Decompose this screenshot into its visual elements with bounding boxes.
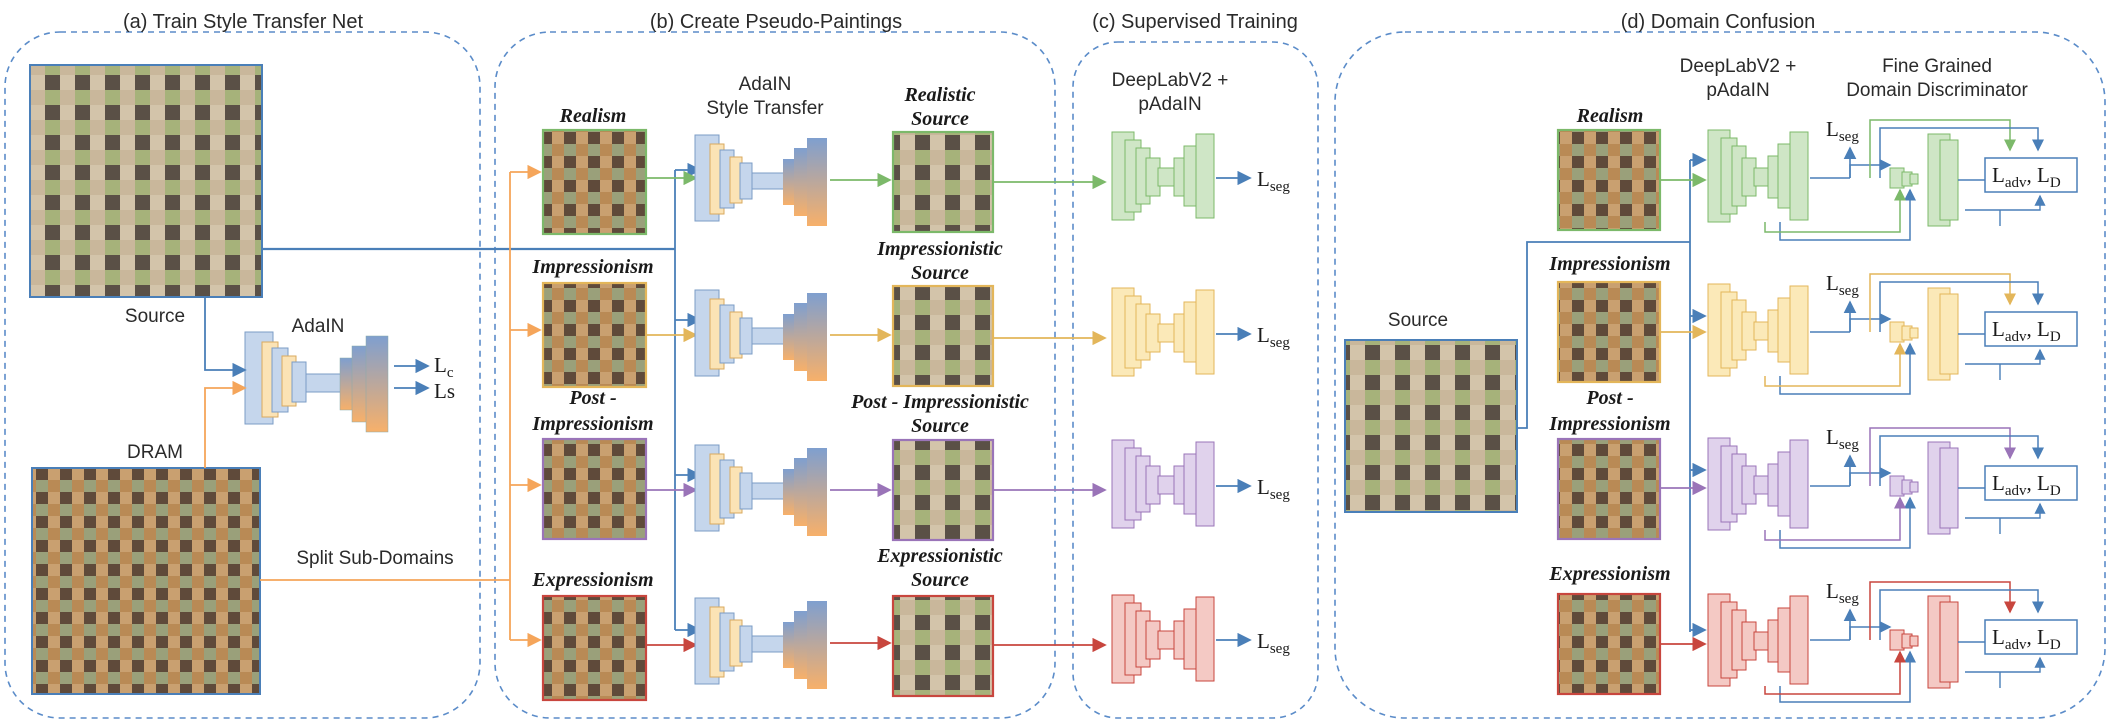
loss-lc: Lc xyxy=(434,353,454,381)
dram-to-adain-arrow xyxy=(204,380,247,468)
d-realism-thumbnail xyxy=(1556,128,1662,232)
svg-text:Ladv, LD: Ladv, LD xyxy=(1992,471,2061,499)
adain-style-transfer-title-1: AdaIN xyxy=(739,74,792,95)
deeplab-network-impressionism xyxy=(1111,287,1215,377)
d-impressionism-thumbnail xyxy=(1556,280,1662,384)
panel-c-title: (c) Supervised Training xyxy=(1092,11,1298,33)
d-lseg-realism: Lseg xyxy=(1826,117,1859,145)
impressionism-thumbnail xyxy=(541,281,648,389)
adain-label: AdaIN xyxy=(292,316,345,337)
adain-network-post-impressionism xyxy=(694,444,827,536)
panel-d-frame xyxy=(1334,31,2106,719)
adain-network-expressionism xyxy=(694,597,827,689)
dram-label: DRAM xyxy=(127,442,183,463)
adain-network-impressionism xyxy=(694,289,827,381)
source-to-adain-arrow xyxy=(204,297,247,378)
lseg-expressionism: Lseg xyxy=(1257,629,1290,657)
style-label-expressionism: Expressionism xyxy=(531,569,653,591)
realism-thumbnail xyxy=(541,128,648,236)
style-label-impressionism: Impressionism xyxy=(531,256,653,278)
adain-network-realism xyxy=(694,134,827,226)
panel-d-source-collage xyxy=(1344,339,1518,513)
d-style-label-post: Post - xyxy=(1585,387,1633,409)
d-style-label-realism: Realism xyxy=(1576,105,1644,127)
style-label-post: Post - xyxy=(568,387,616,409)
panel-d-source-label: Source xyxy=(1388,310,1448,331)
lseg-post-impressionism: Lseg xyxy=(1257,475,1290,503)
split-sub-domains-label: Split Sub-Domains xyxy=(296,548,453,569)
source-label: Source xyxy=(125,306,185,327)
loss-ls: Ls xyxy=(434,379,455,403)
output-label-realistic-source: Source xyxy=(911,108,969,130)
source-image-collage xyxy=(29,64,263,298)
panel-c-net-title-1: DeepLabV2 + xyxy=(1112,70,1229,91)
output-label-impressionistic-source: Source xyxy=(911,262,969,284)
d-row-impressionism: Lseg Ladv, LD xyxy=(1707,271,2078,395)
style-label-realism: Realism xyxy=(559,105,627,127)
expressionistic-source-thumbnail xyxy=(891,594,995,698)
d-lseg-post-impressionism: Lseg xyxy=(1826,425,1859,453)
d-style-label-expressionism: Expressionism xyxy=(1548,563,1670,585)
discriminator-title-1: Fine Grained xyxy=(1882,56,1992,77)
d-style-label-impressionism: Impressionism xyxy=(1548,253,1670,275)
lseg-impressionism: Lseg xyxy=(1257,323,1290,351)
impressionistic-source-thumbnail xyxy=(891,284,995,388)
d-row-post-impressionism: Lseg Ladv, LD xyxy=(1707,425,2078,549)
discriminator-title-2: Domain Discriminator xyxy=(1846,80,2028,101)
svg-text:Ladv, LD: Ladv, LD xyxy=(1992,163,2061,191)
panel-c-net-title-2: pAdaIN xyxy=(1138,94,1201,115)
d-expressionism-thumbnail xyxy=(1556,592,1662,696)
d-row-expressionism: Lseg Ladv, LD xyxy=(1707,579,2078,703)
panel-a-title: (a) Train Style Transfer Net xyxy=(123,11,364,33)
post-impressionistic-source-thumbnail xyxy=(891,438,995,542)
deeplab-network-realism xyxy=(1111,131,1215,221)
deeplab-network-post-impressionism xyxy=(1111,439,1215,529)
d-lseg-impressionism: Lseg xyxy=(1826,271,1859,299)
output-label-expressionistic-source: Source xyxy=(911,569,969,591)
d-post-impressionism-thumbnail xyxy=(1556,437,1662,541)
d-lseg-expressionism: Lseg xyxy=(1826,579,1859,607)
style-label-post-impressionism: Impressionism xyxy=(531,413,653,435)
dram-image-collage xyxy=(31,467,261,695)
panel-c-frame xyxy=(1072,41,1319,719)
d-style-label-post-impressionism: Impressionism xyxy=(1548,413,1670,435)
output-label-post-impressionistic-source: Source xyxy=(911,415,969,437)
output-label-post-impressionistic: Post - Impressionistic xyxy=(850,391,1029,413)
deeplab-network-expressionism xyxy=(1111,594,1215,684)
realistic-source-thumbnail xyxy=(891,130,995,234)
lseg-realism: Lseg xyxy=(1257,167,1290,195)
panel-d-source-bus xyxy=(1517,241,1691,632)
adain-network-icon xyxy=(244,331,389,433)
svg-text:Ladv, LD: Ladv, LD xyxy=(1992,317,2061,345)
panel-b-title: (b) Create Pseudo-Paintings xyxy=(650,11,902,33)
output-label-impressionistic: Impressionistic xyxy=(876,238,1003,260)
output-label-expressionistic: Expressionistic xyxy=(876,545,1003,567)
panel-d-title: (d) Domain Confusion xyxy=(1621,11,1816,33)
svg-text:Ladv, LD: Ladv, LD xyxy=(1992,625,2061,653)
panel-d-net-title-2: pAdaIN xyxy=(1706,80,1769,101)
output-label-realistic: Realistic xyxy=(903,84,975,106)
panel-b-frame xyxy=(494,31,1056,719)
expressionism-thumbnail xyxy=(541,594,648,702)
adain-style-transfer-title-2: Style Transfer xyxy=(706,98,824,119)
panel-a-frame xyxy=(4,31,481,719)
panel-d-net-title-1: DeepLabV2 + xyxy=(1680,56,1797,77)
post-impressionism-thumbnail xyxy=(541,437,648,541)
d-row-realism: Lseg Ladv, LD xyxy=(1707,117,2078,241)
